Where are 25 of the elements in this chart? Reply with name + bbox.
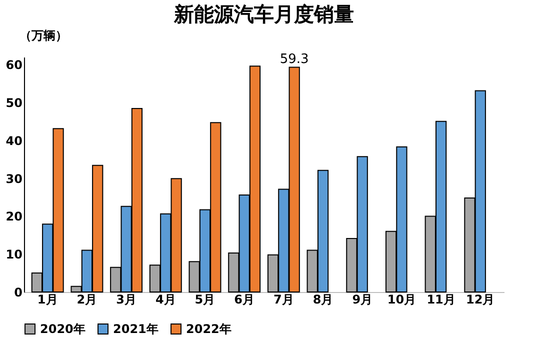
x-tick-label: 11月 (426, 292, 456, 306)
y-tick-label: 0 (14, 286, 22, 300)
y-tick-label: 50 (6, 96, 22, 110)
x-tick-label: 3月 (116, 292, 136, 306)
x-tick-label: 9月 (352, 292, 373, 306)
chart-title: 新能源汽车月度销量 (173, 2, 354, 26)
x-tick-label: 1月 (37, 292, 58, 306)
y-axis-title: （万辆） (20, 28, 68, 42)
x-tick-label: 6月 (234, 292, 255, 306)
x-tick-label: 7月 (273, 292, 294, 306)
x-tick-label: 4月 (155, 292, 176, 306)
legend-label: 2022年 (186, 322, 232, 336)
y-tick-label: 10 (6, 248, 22, 262)
x-tick-label: 2月 (76, 292, 98, 306)
x-tick-label: 8月 (312, 292, 334, 306)
x-tick-label: 5月 (194, 292, 216, 306)
x-tick-label: 10月 (387, 292, 416, 306)
x-tick-label: 12月 (466, 292, 495, 306)
y-tick-label: 40 (6, 134, 22, 148)
y-tick-label: 60 (6, 58, 22, 72)
y-tick-label: 20 (6, 210, 22, 224)
legend-label: 2020年 (40, 322, 86, 336)
data-label: 59.3 (280, 52, 309, 68)
legend-label: 2021年 (113, 322, 158, 336)
y-tick-label: 30 (6, 172, 22, 186)
